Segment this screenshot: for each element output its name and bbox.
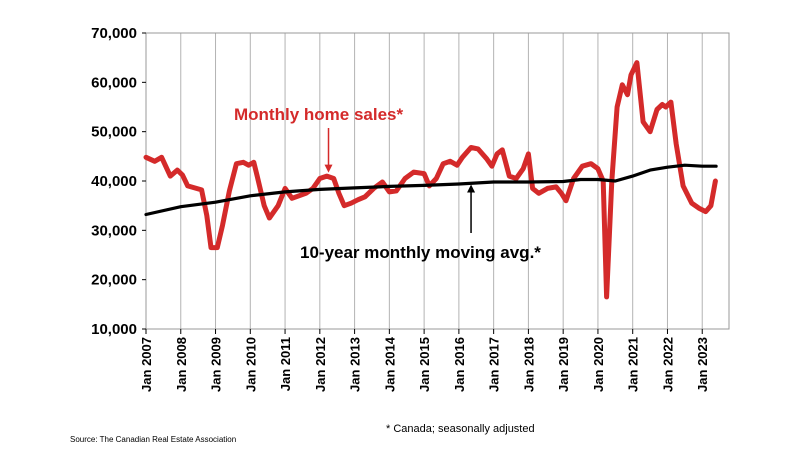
x-tick-label: Jan 2018 bbox=[521, 337, 536, 392]
x-tick-label: Jan 2013 bbox=[348, 337, 363, 392]
x-tick-label: Jan 2021 bbox=[626, 337, 641, 392]
x-tick-label: Jan 2011 bbox=[278, 337, 293, 391]
source-note: Source: The Canadian Real Estate Associa… bbox=[70, 435, 236, 444]
arrowhead-monthly-home-sales bbox=[324, 164, 333, 173]
x-tick-label: Jan 2012 bbox=[313, 337, 328, 392]
x-axis-ticks: Jan 2007 Jan 2008 Jan 2009 Jan 2010 Jan 2011… bbox=[139, 329, 710, 392]
footnote: * Canada; seasonally adjusted bbox=[386, 423, 535, 435]
x-tick-label: Jan 2020 bbox=[591, 337, 606, 392]
x-tick-label: Jan 2019 bbox=[556, 337, 571, 392]
series-lines bbox=[143, 60, 718, 300]
series-monthly-home-sales bbox=[143, 60, 718, 300]
y-tick-label: 70,000 bbox=[91, 25, 137, 42]
y-axis-ticks: 10,000 20,000 30,000 40,000 50,000 60,000 70,0… bbox=[91, 25, 146, 338]
x-tick-label: Jan 2016 bbox=[452, 337, 467, 392]
arrowhead-moving-average bbox=[467, 184, 476, 193]
series-moving-average bbox=[144, 163, 718, 217]
x-tick-label: Jan 2014 bbox=[382, 336, 397, 392]
y-tick-label: 30,000 bbox=[91, 222, 137, 239]
y-tick-label: 40,000 bbox=[91, 173, 137, 190]
y-tick-label: 20,000 bbox=[91, 272, 137, 289]
y-tick-label: 60,000 bbox=[91, 74, 137, 91]
x-tick-label: Jan 2022 bbox=[660, 337, 675, 392]
y-tick-label: 10,000 bbox=[91, 321, 137, 338]
y-tick-label: 50,000 bbox=[91, 124, 137, 141]
x-tick-label: Jan 2009 bbox=[209, 337, 224, 392]
annotation-moving-average: 10-year monthly moving avg.* bbox=[300, 243, 541, 262]
x-tick-label: Jan 2023 bbox=[695, 337, 710, 392]
x-tick-label: Jan 2017 bbox=[487, 337, 502, 392]
x-tick-label: Jan 2015 bbox=[417, 337, 432, 392]
x-tick-label: Jan 2010 bbox=[243, 337, 258, 392]
x-tick-label: Jan 2007 bbox=[139, 337, 154, 392]
annotation-monthly-home-sales: Monthly home sales* bbox=[234, 105, 403, 124]
x-tick-label: Jan 2008 bbox=[174, 337, 189, 392]
